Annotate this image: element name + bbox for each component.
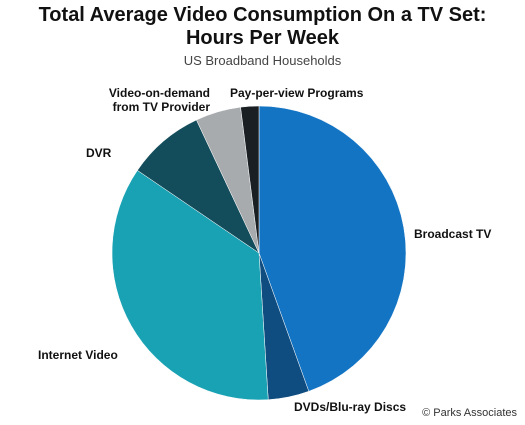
pie-slice-pay-per-view-programs [240,105,260,254]
label-vod-line-1: Video-on-demand [108,86,210,100]
chart-subtitle: US Broadband Households [183,53,342,68]
label-internet-video: Internet Video [38,348,118,362]
label-dvr: DVR [86,146,112,160]
label-broadcast-tv: Broadcast TV [414,227,492,241]
pie-slice-broadcast-tv [258,105,407,392]
label-vod-line-2: from TV Provider [112,100,210,114]
chart-title-line-2: Hours Per Week [185,27,340,49]
label-dvds-bluray: DVDs/Blu-ray Discs [294,400,407,414]
pie-slice-internet-video [111,170,269,401]
label-pay-per-view: Pay-per-view Programs [230,86,364,100]
chart-title-line-1: Total Average Video Consumption On a TV … [38,4,487,26]
copyright-credit: © Parks Associates [422,407,517,419]
